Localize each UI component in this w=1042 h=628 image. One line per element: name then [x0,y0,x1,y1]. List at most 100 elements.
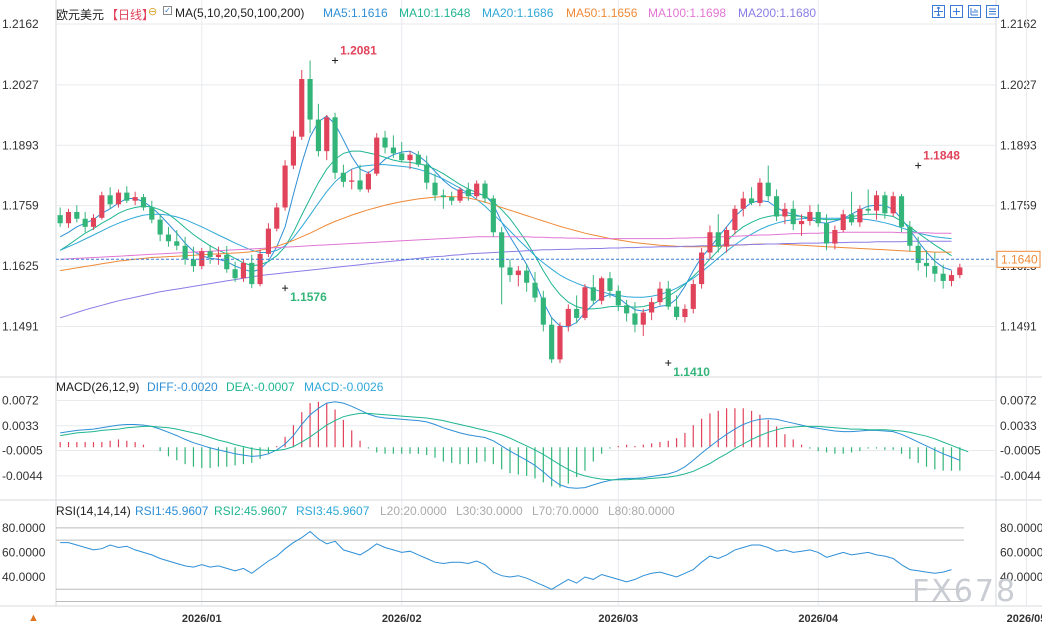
y-tick-label: 1.2027 [2,78,39,92]
rsi3-value: RSI3:45.9607 [296,504,370,518]
period-label[interactable]: 【日线】 [106,8,155,22]
candle-up [65,211,72,224]
candle-down [415,154,421,165]
candle-up [299,78,305,137]
candle-up [132,197,138,201]
candle-up [832,230,838,244]
ma-label: MA(5,10,20,50,100,200) [175,6,305,20]
candle-up [707,232,713,253]
rsi2-value: RSI2:45.9607 [214,504,288,518]
macd-dea-line [60,412,969,481]
ma-line-ma200 [60,240,952,319]
candle-down [848,214,855,223]
candle-down [932,266,938,274]
candle-down [898,196,905,227]
candle-down [632,313,638,325]
crosshair-icon[interactable] [932,5,945,18]
candle-up [657,288,663,303]
candle-down [174,241,180,246]
candle-down [382,137,388,148]
candle-up [782,208,788,217]
candle-up [365,173,371,190]
candle-up [99,195,105,218]
ma-line-ma20 [60,164,952,298]
candle-down [149,207,155,220]
candle-down [249,262,255,285]
ma50-value: MA50:1.1656 [566,6,638,20]
candle-down [624,305,630,314]
candle-down [923,262,930,267]
y-tick-label: 0.0072 [2,393,39,407]
macd-diff-value: DIFF:-0.0020 [147,380,218,394]
chart-type-icon[interactable] [968,5,981,18]
candle-up [274,207,280,229]
candle-down [823,223,830,244]
y-tick-label: 1.1625 [2,259,39,273]
macd-label: MACD(26,12,9) [56,380,140,394]
candle-down [865,208,871,211]
candle-down [482,183,488,199]
candle-down [882,195,888,214]
candle-up [240,262,247,279]
rsi-l70-value: L70:70.0000 [532,504,599,518]
candle-up [90,217,97,227]
candle-up [873,195,880,211]
candle-down [182,245,188,260]
candle-down [665,288,671,307]
current-price-tag [996,250,1041,268]
candle-up [798,220,805,225]
candle-up [290,136,296,166]
candle-up [957,267,963,276]
candle-down [340,172,346,182]
x-tick-label: 2026/01 [182,613,222,625]
candle-down [465,189,471,197]
candle-down [773,196,780,217]
ma-toggle-icon[interactable]: ✓ [163,6,172,15]
rsi-l20-value: L20:20.0000 [380,504,447,518]
rsi-l30-value: L30:30.0000 [456,504,523,518]
candle-up [740,198,746,209]
y-tick-label: 0.0033 [2,419,39,433]
candle-up [840,214,846,231]
rsi-line [60,530,952,590]
macd-dea-value: DEA:-0.0007 [226,380,295,394]
ma200-value: MA200:1.1680 [738,6,817,20]
candle-down [574,308,580,318]
candle-down [190,259,197,267]
y-tick-label: 1.2162 [2,17,39,31]
candle-up [407,154,413,161]
extreme-label: 1.2081 [340,44,377,58]
candle-up [199,251,205,267]
y-tick-label: 60.0000 [1000,545,1042,559]
y-tick-label: 40.0000 [1000,570,1042,584]
candle-down [765,182,771,197]
candle-down [715,232,721,247]
candle-up [565,308,571,327]
candle-down [490,198,496,233]
candle-down [315,119,321,152]
candle-up [690,284,696,309]
candle-down [357,180,363,190]
candle-down [549,324,555,360]
candle-down [590,287,596,301]
ma20-value: MA20:1.1686 [482,6,554,20]
y-tick-label: 1.2162 [1000,17,1037,31]
rsi-label: RSI(14,14,14) [56,504,131,518]
extreme-label: 1.1576 [290,290,327,304]
candle-down [815,211,821,224]
candle-down [307,78,313,120]
candle-down [532,282,538,298]
candle-up [457,189,463,201]
candle-down [524,270,530,283]
ma-settings-icon[interactable]: ⊖ [148,6,158,18]
candle-up [557,326,563,360]
zoom-in-icon[interactable] [950,5,963,18]
extreme-label: 1.1410 [673,365,710,379]
y-tick-label: 40.0000 [2,570,46,584]
candle-down [82,218,88,227]
candle-up [724,230,730,247]
y-tick-label: 1.1491 [1000,319,1037,333]
settings-icon[interactable] [986,5,999,18]
y-tick-label: 1.1893 [1000,138,1037,152]
scroll-left-icon[interactable]: ▲ [28,612,39,624]
